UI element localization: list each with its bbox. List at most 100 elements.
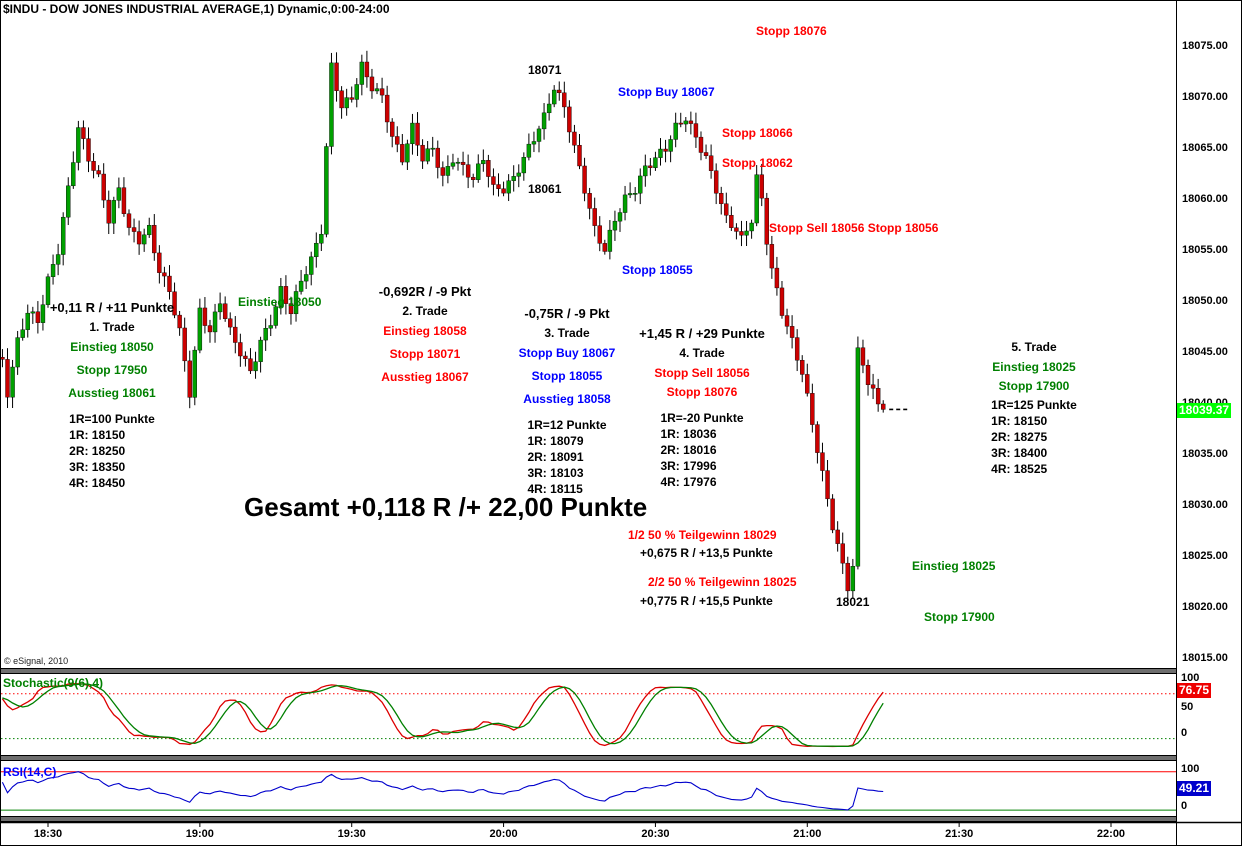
price-axis-label: 18035.00 — [1182, 448, 1228, 460]
time-axis-label: 19:00 — [185, 828, 214, 840]
trade-1-entry: Einstieg 18050 — [70, 340, 154, 354]
trade-4-stop: Stopp 18076 — [666, 385, 738, 399]
copyright-notice: © eSignal, 2010 — [4, 656, 69, 666]
label-teilgewinn-1: 1/2 50 % Teilgewinn 18029 — [628, 528, 777, 542]
time-axis-label: 21:30 — [945, 828, 974, 840]
time-axis-label: 22:00 — [1096, 828, 1126, 840]
trade-5-r3: 3R: 18400 — [991, 446, 1048, 460]
price-axis-label: 18020.00 — [1182, 601, 1228, 613]
trade-3-r1: 1R: 18079 — [527, 434, 584, 448]
indicator-scale-label: 0 — [1181, 800, 1188, 812]
trade-2-entry: Einstieg 18058 — [383, 324, 467, 338]
trade-4-r3: 3R: 17996 — [660, 459, 717, 473]
price-axis-label: 18050.00 — [1182, 295, 1228, 307]
label-high-18071: 18071 — [528, 63, 562, 77]
trade-3-entry: Stopp Buy 18067 — [518, 346, 616, 360]
trade-5-name: 5. Trade — [1011, 340, 1057, 354]
trade-4-r2: 2R: 18016 — [660, 443, 717, 457]
trade-3-block: -0,75R / -9 Pkt 3. Trade Stopp Buy 18067… — [506, 306, 628, 498]
indicator-scale-label: 50 — [1181, 701, 1194, 713]
trade-3-name: 3. Trade — [544, 326, 590, 340]
label-stopp-buy-18067: Stopp Buy 18067 — [618, 85, 715, 99]
price-axis-label: 18015.00 — [1182, 652, 1228, 664]
price-axis-label: 18070.00 — [1182, 91, 1228, 103]
trade-3-exit: Ausstieg 18058 — [523, 392, 611, 406]
time-axis-label: 20:00 — [489, 828, 518, 840]
trade-3-r-levels: 1R=12 Punkte 1R: 18079 2R: 18091 3R: 181… — [527, 417, 606, 497]
trade-3-r4: 4R: 18115 — [527, 482, 583, 496]
trade-1-r4: 4R: 18450 — [69, 476, 126, 490]
trade-5-stop: Stopp 17900 — [998, 379, 1070, 393]
trade-2-stop: Stopp 18071 — [389, 347, 461, 361]
trade-3-r0: 1R=12 Punkte — [527, 418, 607, 432]
time-axis-label: 21:00 — [793, 828, 822, 840]
trade-4-r-levels: 1R=-20 Punkte 1R: 18036 2R: 18016 3R: 17… — [660, 410, 743, 490]
price-axis-label: 18075.00 — [1182, 40, 1228, 52]
trade-1-r3: 3R: 18350 — [69, 460, 126, 474]
trade-4-r4: 4R: 17976 — [660, 475, 717, 489]
label-stopp-18066: Stopp 18066 — [722, 126, 793, 140]
indicator-scale-label: 100 — [1181, 763, 1200, 775]
trade-1-block: +0,11 R / +11 Punkte 1. Trade Einstieg 1… — [36, 300, 188, 492]
chart-title: $INDU - DOW JONES INDUSTRIAL AVERAGE,1) … — [3, 2, 390, 16]
trade-1-r0: 1R=100 Punkte — [69, 412, 155, 426]
trade-1-r1: 1R: 18150 — [69, 428, 126, 442]
time-axis-label: 19:30 — [337, 828, 366, 840]
rsi-label: RSI(14,C) — [3, 765, 57, 779]
trade-2-exit: Ausstieg 18067 — [381, 370, 469, 384]
trade-5-block: 5. Trade Einstieg 18025 Stopp 17900 1R=1… — [979, 340, 1089, 478]
price-axis-label: 18065.00 — [1182, 142, 1228, 154]
rsi-value-badge: 49.21 — [1177, 781, 1212, 796]
stochastic-value-badge: 76.75 — [1177, 683, 1212, 698]
trade-1-stop: Stopp 17950 — [76, 363, 148, 377]
time-axis-label: 18:30 — [33, 828, 63, 840]
indicator-scale-label: 100 — [1181, 672, 1200, 684]
indicator-scale-label: 0 — [1181, 727, 1188, 739]
price-axis-label: 18060.00 — [1182, 193, 1228, 205]
price-axis-label: 18025.00 — [1182, 550, 1228, 562]
trade-5-entry: Einstieg 18025 — [992, 360, 1076, 374]
trade-1-r-levels: 1R=100 Punkte 1R: 18150 2R: 18250 3R: 18… — [69, 411, 155, 491]
trade-3-r2: 2R: 18091 — [527, 450, 584, 464]
label-teilgewinn-2-result: +0,775 R / +15,5 Punkte — [640, 594, 773, 608]
trade-5-r4: 4R: 18525 — [991, 462, 1048, 476]
trade-5-r-levels: 1R=125 Punkte 1R: 18150 2R: 18275 3R: 18… — [991, 397, 1077, 477]
label-low-18021: 18021 — [836, 595, 870, 609]
price-axis-label: 18030.00 — [1182, 499, 1228, 511]
time-axis-label: 20:30 — [641, 828, 670, 840]
trade-2-block: -0,692R / -9 Pkt 2. Trade Einstieg 18058… — [365, 284, 485, 393]
label-teilgewinn-1-result: +0,675 R / +13,5 Punkte — [640, 546, 773, 560]
label-low-18061: 18061 — [528, 182, 562, 196]
label-einstieg-18025: Einstieg 18025 — [912, 559, 996, 573]
trade-4-stop-sell: Stopp Sell 18056 — [654, 366, 750, 380]
trade-4-r1: 1R: 18036 — [660, 427, 717, 441]
trade-5-r2: 2R: 18275 — [991, 430, 1048, 444]
trade-4-r0: 1R=-20 Punkte — [660, 411, 744, 425]
price-axis[interactable]: 18075.00 18070.00 18065.00 18060.00 18055.00… — [1177, 1, 1241, 845]
trade-5-r0: 1R=125 Punkte — [991, 398, 1077, 412]
label-teilgewinn-2: 2/2 50 % Teilgewinn 18025 — [648, 575, 797, 589]
trade-2-name: 2. Trade — [402, 304, 448, 318]
trade-4-block: +1,45 R / +29 Punkte 4. Trade Stopp Sell… — [631, 326, 773, 491]
trade-3-r3: 3R: 18103 — [527, 466, 584, 480]
label-gesamt-result: Gesamt +0,118 R /+ 22,00 Punkte — [244, 492, 648, 522]
trade-5-r1: 1R: 18150 — [991, 414, 1048, 428]
trade-4-result: +1,45 R / +29 Punkte — [639, 326, 765, 341]
price-axis-label: 18055.00 — [1182, 244, 1228, 256]
trade-4-name: 4. Trade — [679, 346, 725, 360]
price-axis-label: 18045.00 — [1182, 346, 1228, 358]
label-stopp-18062: Stopp 18062 — [722, 156, 793, 170]
trade-1-name: 1. Trade — [89, 320, 135, 334]
label-stopp-18076: Stopp 18076 — [756, 24, 827, 38]
trade-1-exit: Ausstieg 18061 — [68, 386, 156, 400]
trade-3-result: -0,75R / -9 Pkt — [524, 306, 610, 321]
trade-1-r2: 2R: 18250 — [69, 444, 126, 458]
label-einstieg-18050: Einstieg 18050 — [238, 295, 322, 309]
stochastic-label: Stochastic(9(6),4) — [3, 676, 104, 690]
label-stopp-18055: Stopp 18055 — [622, 263, 693, 277]
trade-1-result: +0,11 R / +11 Punkte — [49, 300, 175, 315]
trade-3-stop: Stopp 18055 — [531, 369, 603, 383]
last-price-badge: 18039.37 — [1177, 403, 1232, 418]
